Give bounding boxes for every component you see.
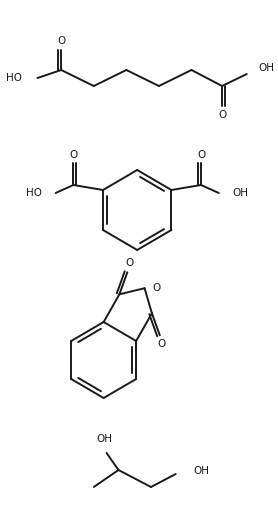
Text: OH: OH bbox=[97, 434, 113, 444]
Text: OH: OH bbox=[233, 188, 249, 198]
Text: O: O bbox=[57, 36, 65, 46]
Text: O: O bbox=[152, 283, 160, 293]
Text: OH: OH bbox=[259, 63, 275, 73]
Text: OH: OH bbox=[193, 466, 209, 476]
Text: O: O bbox=[197, 150, 205, 160]
Text: HO: HO bbox=[26, 188, 42, 198]
Text: HO: HO bbox=[6, 73, 22, 83]
Text: O: O bbox=[125, 258, 133, 268]
Text: O: O bbox=[158, 339, 166, 349]
Text: O: O bbox=[69, 150, 78, 160]
Text: O: O bbox=[218, 110, 226, 120]
